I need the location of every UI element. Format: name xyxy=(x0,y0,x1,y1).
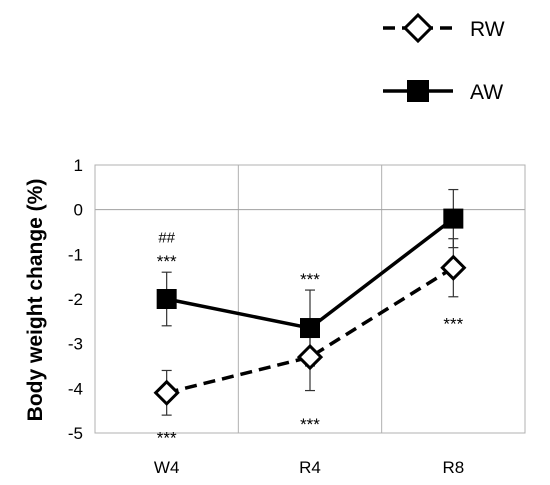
y-axis-label: Body weight change (%) xyxy=(24,179,47,422)
significance-stars: *** xyxy=(300,270,320,289)
marker-rw xyxy=(296,343,324,371)
significance-stars: *** xyxy=(157,428,177,447)
legend: RW AW xyxy=(383,12,505,104)
series-line-rw xyxy=(166,266,455,395)
y-tick-label: -4 xyxy=(68,379,83,398)
marker-aw xyxy=(300,318,320,339)
y-tick-label: -5 xyxy=(68,424,83,443)
legend-label-aw: AW xyxy=(470,81,503,104)
marker-rw xyxy=(153,379,180,406)
legend-label-rw: RW xyxy=(470,18,505,41)
legend-marker-aw xyxy=(407,80,429,102)
significance-stars: *** xyxy=(157,252,177,271)
x-tick-label: W4 xyxy=(154,458,180,477)
marker-rw xyxy=(440,254,467,281)
axes xyxy=(94,164,526,434)
significance-stars: *** xyxy=(443,315,463,334)
x-tick-label: R4 xyxy=(299,458,321,477)
x-tick-labels: W4 R4 R8 xyxy=(154,458,464,477)
y-tick-label: -2 xyxy=(68,290,83,309)
y-tick-label: -1 xyxy=(68,245,83,264)
significance-stars: *** xyxy=(300,415,320,434)
y-tick-label: 1 xyxy=(74,156,83,175)
y-tick-label: -3 xyxy=(68,335,83,354)
marker-aw xyxy=(443,208,464,229)
x-tick-label: R8 xyxy=(442,458,464,477)
series-markers xyxy=(153,208,467,406)
legend-marker-rw xyxy=(402,12,434,44)
significance-annotations: ## *** *** *** *** *** xyxy=(157,229,464,447)
marker-aw xyxy=(156,289,177,309)
y-tick-label: 0 xyxy=(74,201,83,220)
plot-border xyxy=(94,164,526,434)
hash-annotation: ## xyxy=(158,229,175,246)
y-tick-labels: 1 0 -1 -2 -3 -4 -5 xyxy=(68,156,83,443)
